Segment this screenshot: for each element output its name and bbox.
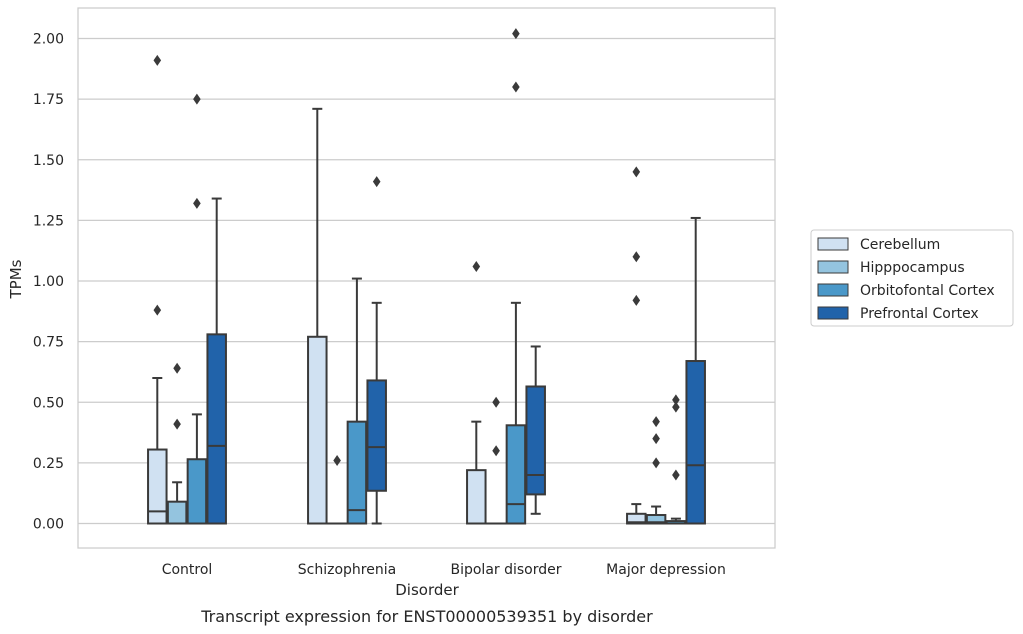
outlier-point — [632, 166, 641, 178]
outlier-point — [652, 433, 660, 445]
box-iqr — [186, 458, 208, 525]
outlier-point — [492, 396, 500, 408]
outlier-point — [193, 197, 201, 209]
outlier-point — [492, 445, 500, 457]
y-tick-label: 0.50 — [33, 395, 64, 411]
x-tick-labels: Control Schizophrenia Bipolar disorder Majo… — [162, 562, 726, 578]
box-orbitofontal-cortex — [186, 93, 208, 525]
box-iqr — [626, 512, 647, 525]
x-tick-label: Major depression — [606, 562, 726, 578]
box-hipppocampus — [326, 454, 348, 525]
plot-background — [78, 8, 775, 548]
box-iqr — [645, 514, 667, 525]
x-tick-label: Schizophrenia — [298, 562, 396, 578]
outlier-point — [632, 294, 641, 306]
box-iqr — [206, 333, 227, 525]
outlier-point — [173, 362, 181, 374]
outlier-point — [672, 401, 680, 413]
legend-frame — [810, 229, 1014, 327]
outlier-point — [193, 93, 201, 105]
y-tick-label: 0.25 — [33, 456, 64, 472]
box-iqr — [366, 379, 387, 492]
y-axis-label: TPMs — [7, 259, 25, 299]
box-prefrontal-cortex — [206, 197, 227, 525]
box-orbitofontal-cortex — [346, 277, 368, 525]
outlier-point — [652, 457, 660, 469]
box-cerebellum — [466, 260, 487, 525]
legend-swatch — [817, 283, 849, 297]
legend-label: Orbitofontal Cortex — [860, 283, 995, 299]
outlier-point — [153, 304, 162, 316]
outlier-point — [632, 251, 641, 263]
y-tick-label: 1.00 — [33, 274, 64, 290]
box-orbitofontal-cortex — [505, 28, 527, 525]
legend-label: Hipppocampus — [860, 260, 965, 276]
x-tick-label: Bipolar disorder — [450, 562, 561, 578]
box-cerebellum — [307, 107, 328, 525]
box-hipppocampus — [645, 416, 667, 525]
box-cerebellum — [626, 166, 647, 525]
y-tick-label: 0.00 — [33, 517, 64, 533]
y-tick-label: 1.50 — [33, 153, 64, 169]
y-tick-label: 1.75 — [33, 92, 64, 108]
box-iqr — [166, 500, 188, 525]
outlier-point — [672, 469, 680, 481]
box-iqr — [147, 448, 168, 525]
y-tick-label: 0.75 — [33, 335, 64, 351]
outlier-point — [173, 418, 181, 430]
y-tick-label: 1.25 — [33, 213, 64, 229]
outlier-point — [153, 54, 162, 66]
x-axis-label: Disorder — [395, 581, 459, 599]
box-cerebellum — [147, 54, 168, 525]
box-hipppocampus — [166, 362, 188, 525]
box-prefrontal-cortex — [525, 345, 546, 515]
box-orbitofontal-cortex — [665, 394, 687, 525]
legend-label: Cerebellum — [860, 237, 940, 253]
y-tick-label: 2.00 — [33, 32, 64, 48]
outlier-point — [472, 260, 481, 272]
outlier-point — [372, 176, 381, 188]
legend-swatch — [817, 260, 849, 274]
plot-frame — [77, 7, 776, 549]
chart-caption: Transcript expression for ENST0000053935… — [200, 607, 653, 626]
box-iqr — [346, 420, 368, 525]
box-iqr — [525, 385, 546, 496]
x-tick-label: Control — [162, 562, 213, 578]
outlier-point — [512, 81, 520, 93]
box-prefrontal-cortex — [685, 216, 706, 525]
box-series — [147, 28, 706, 525]
outlier-point — [333, 454, 341, 466]
outlier-point — [672, 394, 680, 406]
outlier-point — [512, 28, 520, 40]
legend-label: Prefrontal Cortex — [860, 306, 979, 322]
legend-swatch — [817, 237, 849, 251]
legend: Cerebellum Hipppocampus Orbitofontal Corte… — [810, 229, 1014, 327]
outlier-point — [652, 416, 660, 428]
box-iqr — [505, 424, 527, 525]
box-iqr — [466, 469, 487, 525]
box-prefrontal-cortex — [366, 176, 387, 525]
box-iqr — [685, 360, 706, 525]
box-iqr — [307, 335, 328, 525]
y-tick-labels: 0.00 0.25 0.50 0.75 1.00 1.25 1.50 1.75 2.00 — [33, 32, 64, 533]
box-hipppocampus — [485, 396, 507, 525]
legend-swatch — [817, 306, 849, 320]
